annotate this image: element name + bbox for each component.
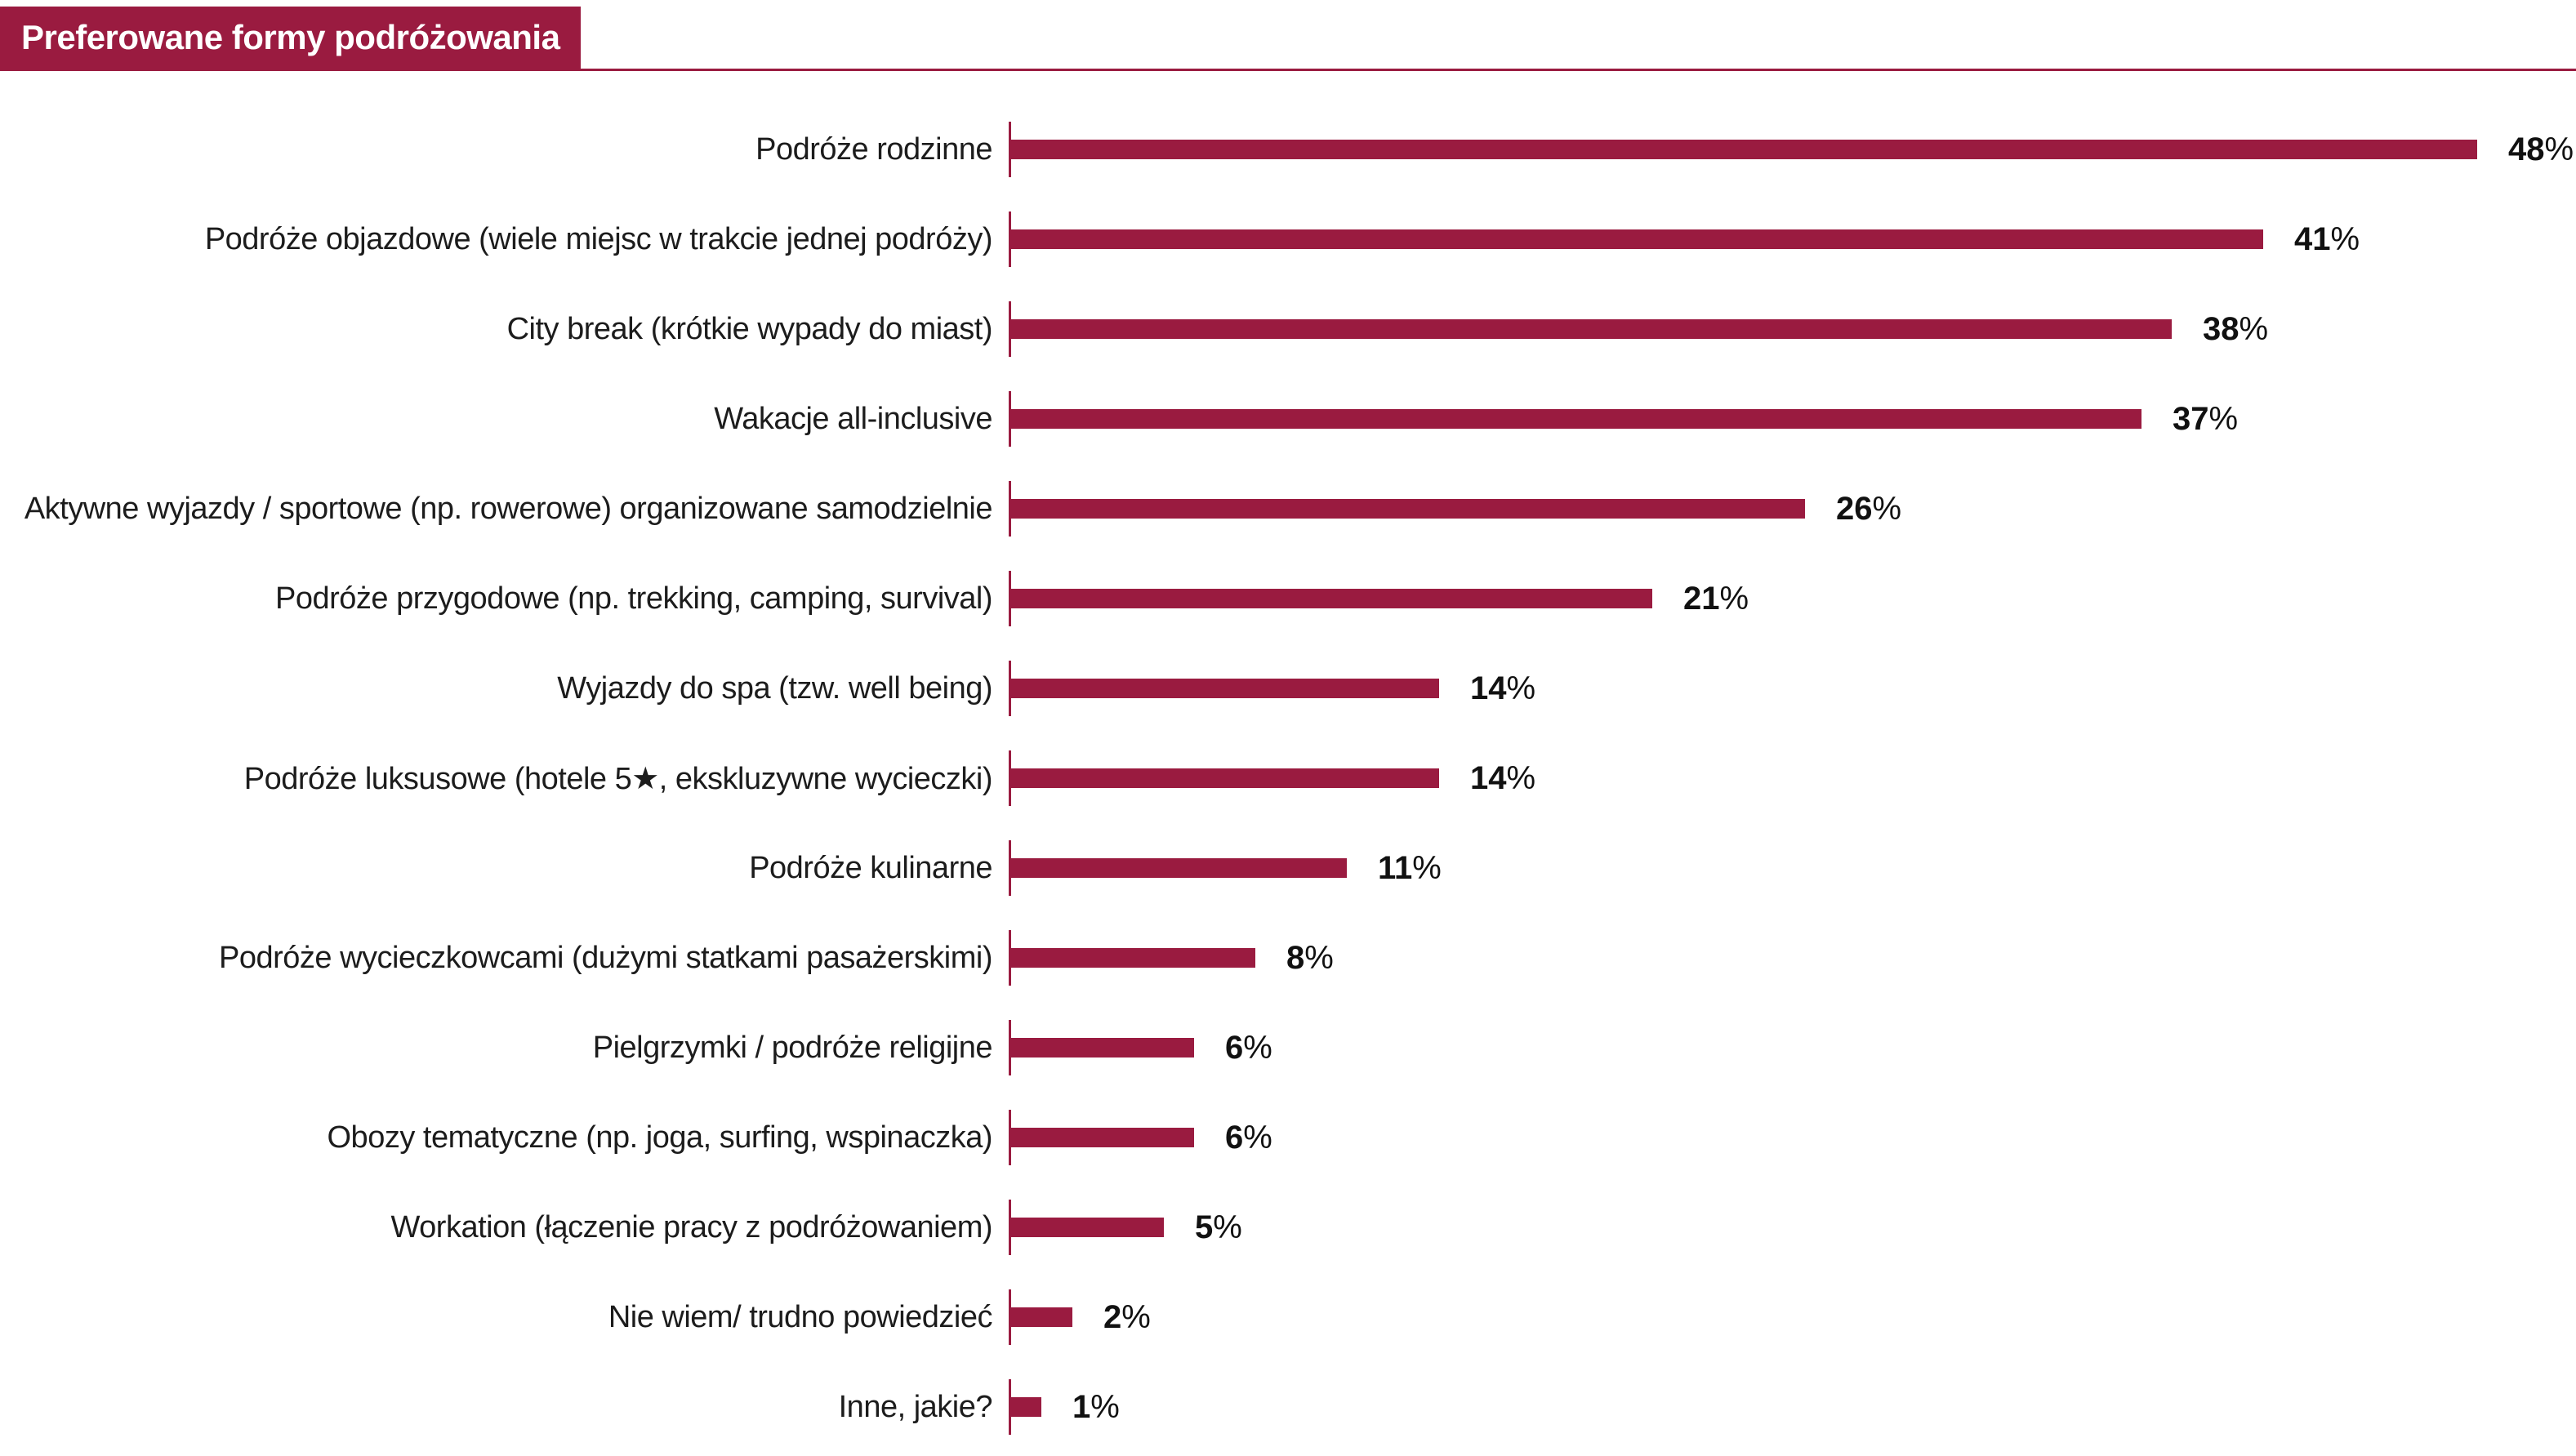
bar <box>1011 1038 1194 1057</box>
value-label: 2% <box>1103 1298 1151 1335</box>
bar-row: Podróże wycieczkowcami (dużymi statkami … <box>0 913 2576 1003</box>
axis-tick <box>1009 1110 1011 1165</box>
bar <box>1011 409 2141 429</box>
bar-track: 26% <box>1009 464 2576 554</box>
bar <box>1011 1218 1164 1237</box>
category-label: Podróże rodzinne <box>755 131 992 167</box>
category-label: Podróże luksusowe (hotele 5★, ekskluzywn… <box>243 761 993 796</box>
axis-tick <box>1009 211 1011 267</box>
bar-track: 14% <box>1009 643 2576 733</box>
axis-tick <box>1009 571 1011 626</box>
axis-tick <box>1009 930 1011 986</box>
bar-track: 8% <box>1009 913 2576 1003</box>
bar <box>1011 229 2263 249</box>
category-label: City break (krótkie wypady do miast) <box>506 311 993 346</box>
bar-row: Podróże przygodowe (np. trekking, campin… <box>0 554 2576 643</box>
bar-track: 11% <box>1009 823 2576 913</box>
category-label: Podróże przygodowe (np. trekking, campin… <box>275 581 992 616</box>
value-label: 21% <box>1683 580 1749 617</box>
axis-tick <box>1009 391 1011 447</box>
bar <box>1011 1307 1072 1327</box>
axis-tick <box>1009 1379 1011 1435</box>
bar-track: 41% <box>1009 194 2576 284</box>
value-label: 6% <box>1225 1029 1272 1066</box>
bar <box>1011 858 1347 878</box>
bar-row: Workation (łączenie pracy z podróżowanie… <box>0 1182 2576 1272</box>
axis-tick <box>1009 301 1011 357</box>
axis-tick <box>1009 840 1011 896</box>
bar-row: Wakacje all-inclusive 37% <box>0 374 2576 464</box>
axis-tick <box>1009 122 1011 177</box>
bar-row: Podróże luksusowe (hotele 5★, ekskluzywn… <box>0 733 2576 823</box>
value-label: 38% <box>2203 310 2269 347</box>
value-label: 41% <box>2294 220 2360 257</box>
bar-track: 6% <box>1009 1003 2576 1093</box>
bar-track: 37% <box>1009 374 2576 464</box>
value-label: 5% <box>1195 1209 1242 1245</box>
bar-track: 5% <box>1009 1182 2576 1272</box>
axis-tick <box>1009 1020 1011 1075</box>
axis-tick <box>1009 1289 1011 1345</box>
bar <box>1011 319 2172 339</box>
value-label: 6% <box>1225 1119 1272 1155</box>
bar-row: Aktywne wyjazdy / sportowe (np. rowerowe… <box>0 464 2576 554</box>
bar-row: City break (krótkie wypady do miast) 38% <box>0 284 2576 374</box>
category-label: Podróże wycieczkowcami (dużymi statkami … <box>219 940 992 975</box>
bar-row: Inne, jakie? 1% <box>0 1362 2576 1452</box>
category-label: Wakacje all-inclusive <box>714 401 992 436</box>
bar <box>1011 768 1439 788</box>
value-label: 26% <box>1836 490 1902 527</box>
value-label: 48% <box>2508 131 2574 167</box>
bar-track: 38% <box>1009 284 2576 374</box>
bar-chart: Podróże rodzinne 48% Podróże objazdowe (… <box>0 105 2576 1452</box>
category-label: Pielgrzymki / podróże religijne <box>592 1030 993 1065</box>
value-label: 14% <box>1470 670 1536 706</box>
bar-row: Podróże kulinarne 11% <box>0 823 2576 913</box>
bar-track: 21% <box>1009 554 2576 643</box>
bar-row: Podróże objazdowe (wiele miejsc w trakci… <box>0 194 2576 284</box>
bar-track: 6% <box>1009 1093 2576 1182</box>
category-label: Aktywne wyjazdy / sportowe (np. rowerowe… <box>24 491 993 526</box>
category-label: Wyjazdy do spa (tzw. well being) <box>557 670 992 706</box>
value-label: 14% <box>1470 759 1536 796</box>
page-title: Preferowane formy podróżowania <box>0 7 582 69</box>
category-label: Podróże objazdowe (wiele miejsc w trakci… <box>204 221 993 256</box>
value-label: 1% <box>1072 1388 1120 1425</box>
category-label: Workation (łączenie pracy z podróżowanie… <box>390 1209 992 1245</box>
bar <box>1011 499 1805 519</box>
bar <box>1011 140 2477 159</box>
bar-row: Pielgrzymki / podróże religijne 6% <box>0 1003 2576 1093</box>
value-label: 11% <box>1378 849 1442 886</box>
axis-tick <box>1009 750 1011 806</box>
category-label: Obozy tematyczne (np. joga, surfing, wsp… <box>327 1120 993 1155</box>
bar-track: 2% <box>1009 1272 2576 1362</box>
value-label: 37% <box>2173 400 2239 437</box>
bar <box>1011 679 1439 698</box>
bar <box>1011 948 1255 968</box>
category-label: Podróże kulinarne <box>749 850 992 885</box>
bar <box>1011 589 1652 608</box>
bar-track: 14% <box>1009 733 2576 823</box>
category-label: Nie wiem/ trudno powiedzieć <box>608 1299 993 1334</box>
bar-track: 48% <box>1009 105 2576 194</box>
bar-track: 1% <box>1009 1362 2576 1452</box>
value-label: 8% <box>1286 939 1334 976</box>
bar-row: Nie wiem/ trudno powiedzieć 2% <box>0 1272 2576 1362</box>
bar <box>1011 1128 1194 1147</box>
title-underline <box>0 69 2576 71</box>
axis-tick <box>1009 1200 1011 1255</box>
bar <box>1011 1397 1041 1417</box>
axis-tick <box>1009 661 1011 716</box>
bar-row: Podróże rodzinne 48% <box>0 105 2576 194</box>
category-label: Inne, jakie? <box>838 1389 993 1424</box>
axis-tick <box>1009 481 1011 537</box>
bar-row: Wyjazdy do spa (tzw. well being) 14% <box>0 643 2576 733</box>
bar-row: Obozy tematyczne (np. joga, surfing, wsp… <box>0 1093 2576 1182</box>
